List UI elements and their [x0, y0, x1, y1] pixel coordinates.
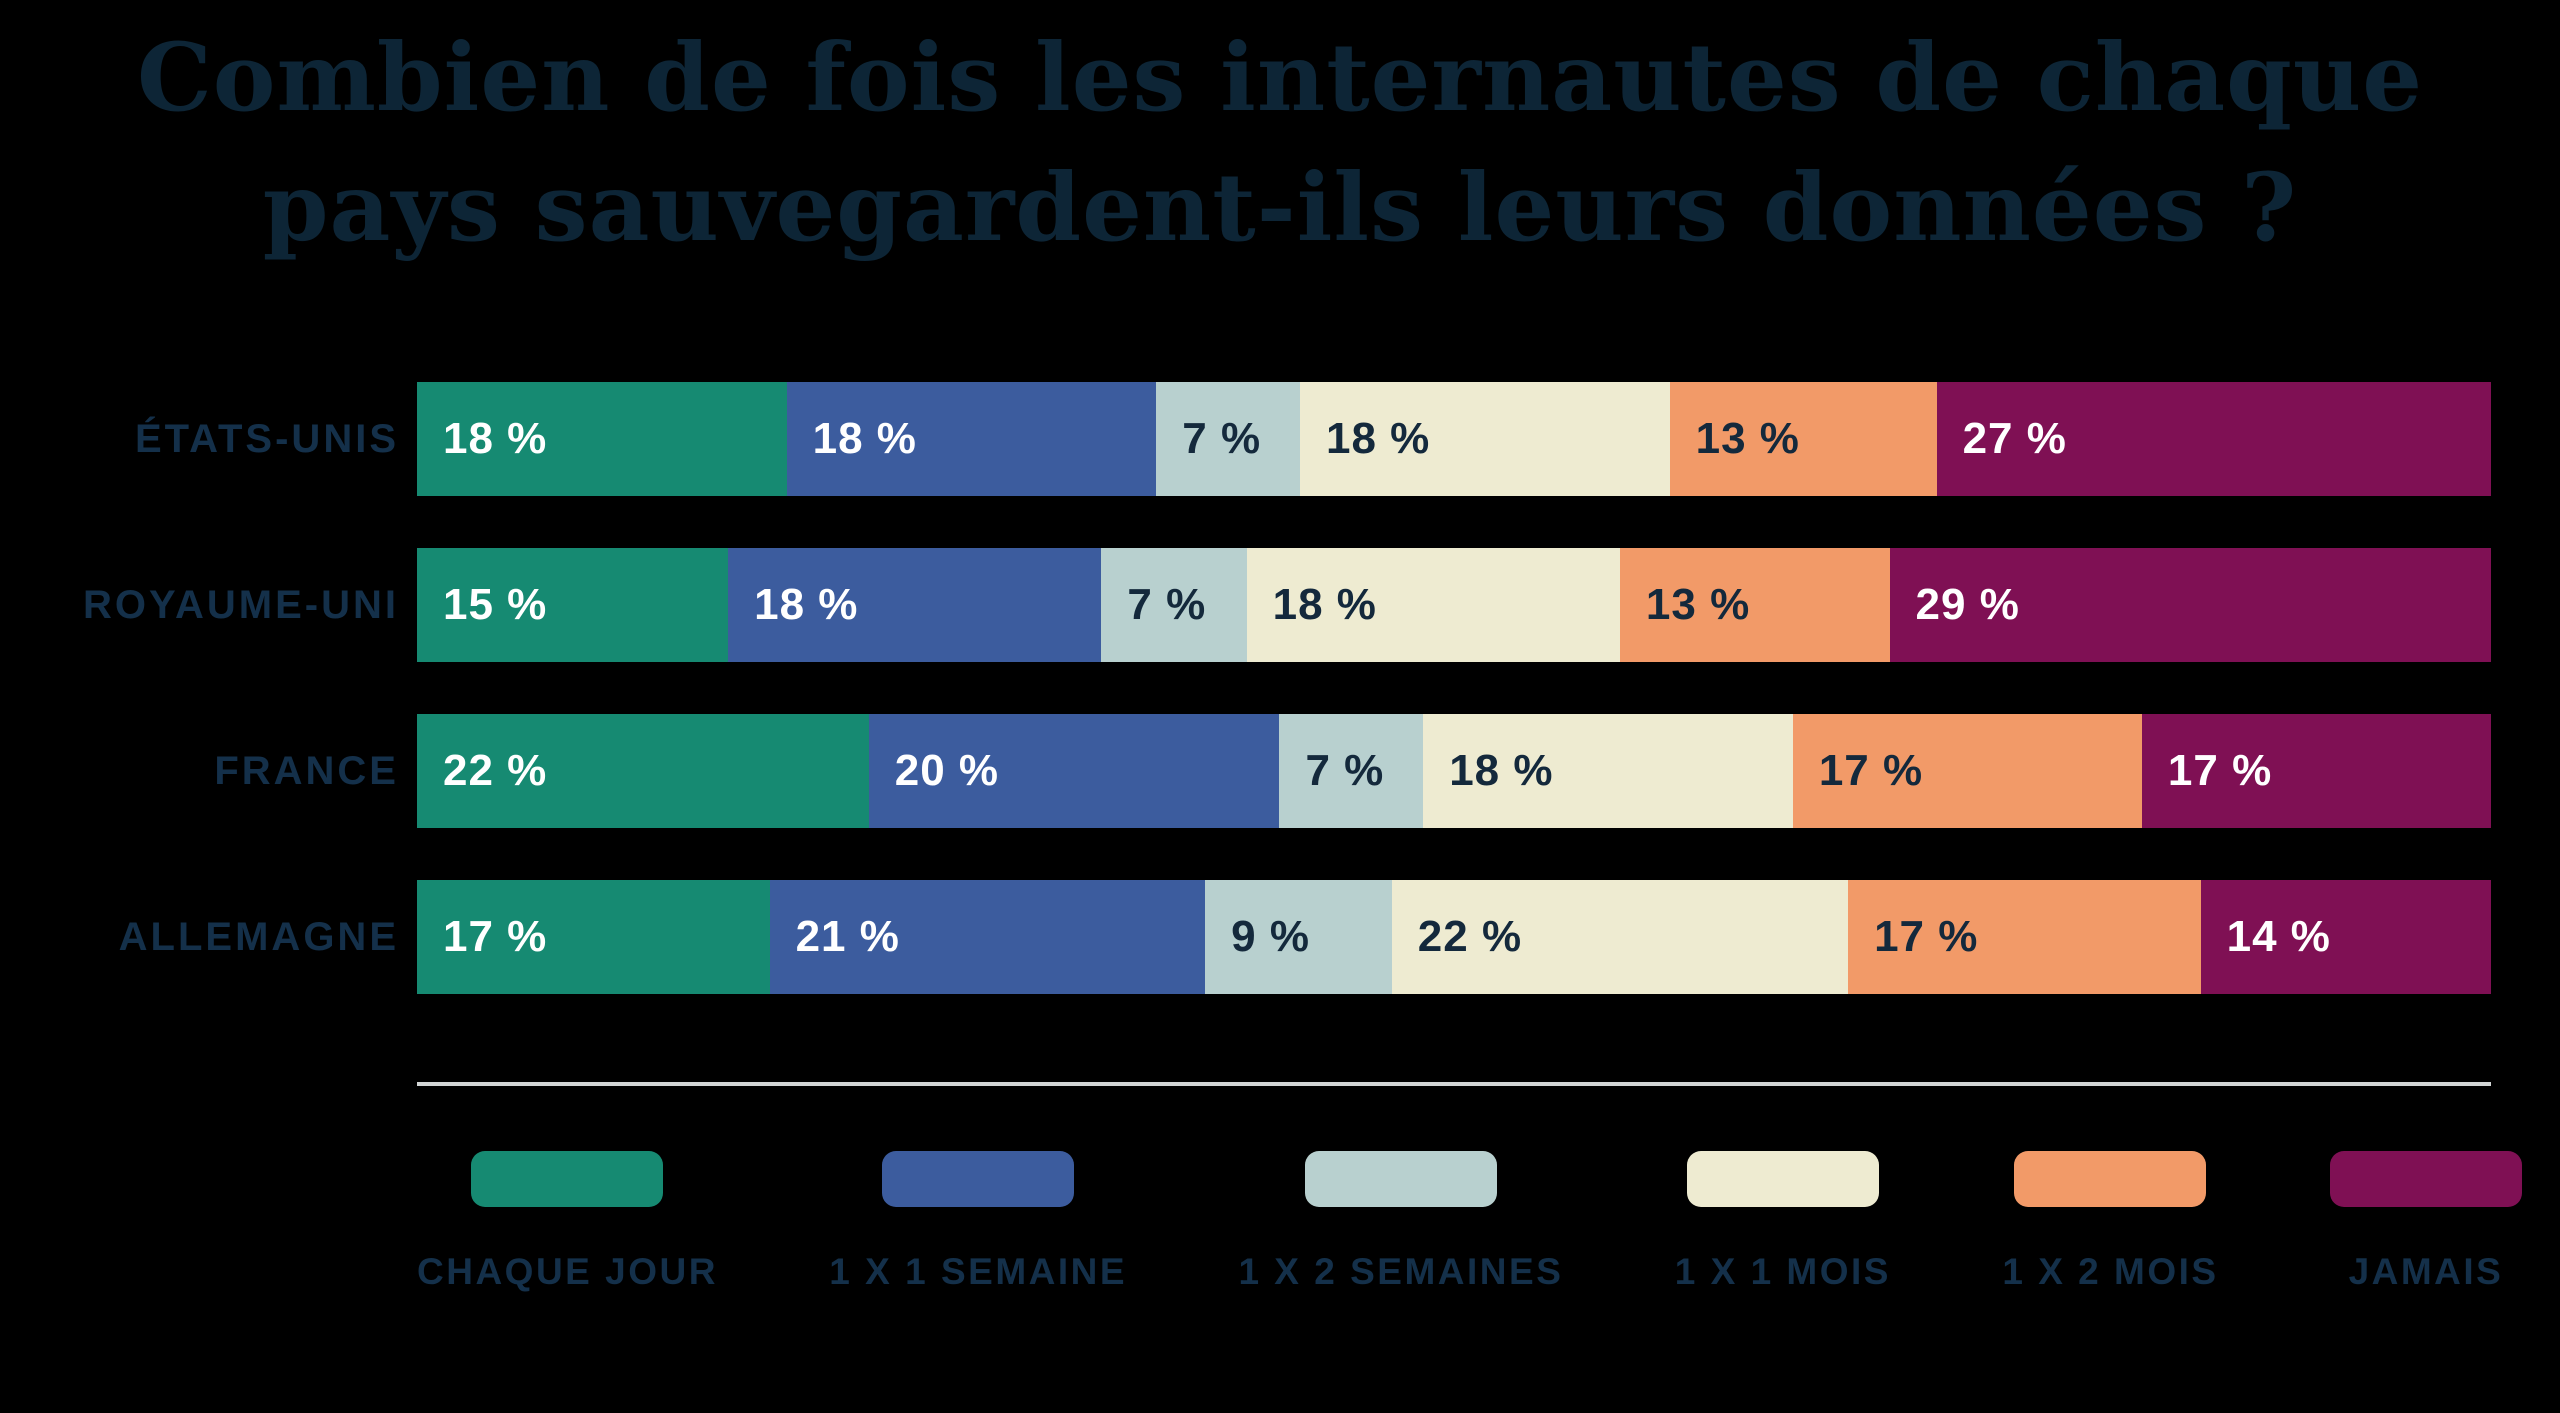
segment-allemagne-chaque-jour: 17 % — [417, 880, 770, 994]
value-label: 18 % — [1272, 580, 1377, 629]
value-label: 22 % — [1417, 912, 1523, 961]
value-label: 21 % — [795, 912, 900, 961]
segment-royaume-uni-chaque-jour: 15 % — [417, 548, 729, 662]
segment-allemagne-1-x-1-mois: 22 % — [1391, 880, 1849, 994]
segment-allemagne-jamais: 14 % — [2200, 880, 2491, 994]
value-label: 9 % — [1231, 912, 1310, 961]
bar-etats-unis: 18 % 18 % 7 % 18 % 13 % 27 % — [417, 382, 2492, 496]
legend-item-chaque-jour: CHAQUE JOUR — [417, 1151, 718, 1293]
segment-france-1-x-2-semaines: 7 % — [1279, 714, 1424, 828]
value-label: 7 % — [1305, 746, 1385, 795]
value-label: 15 % — [443, 580, 548, 629]
legend-swatch-1-x-1-semaine — [882, 1151, 1075, 1207]
segment-france-1-x-1-mois: 18 % — [1423, 714, 1793, 828]
value-label: 18 % — [812, 414, 917, 463]
value-label: 29 % — [1915, 580, 2020, 629]
segment-france-1-x-1-semaine: 20 % — [868, 714, 1280, 828]
row-label-allemagne: ALLEMAGNE — [118, 914, 399, 959]
legend-swatch-1-x-2-mois — [2014, 1151, 2207, 1207]
legend-divider — [417, 1082, 2491, 1086]
legend-label-jamais: JAMAIS — [2348, 1251, 2504, 1292]
bar-allemagne: 17 % 21 % 9 % 22 % 17 % 14 % — [417, 880, 2491, 994]
chart-title: Combien de fois les internautes de chaqu… — [0, 14, 2560, 273]
legend-swatch-jamais — [2329, 1151, 2522, 1207]
legend-label-1-x-2-semaines: 1 X 2 SEMAINES — [1238, 1251, 1564, 1292]
segment-etats-unis-jamais: 27 % — [1936, 382, 2492, 496]
legend-label-chaque-jour: CHAQUE JOUR — [417, 1251, 718, 1292]
legend-swatch-chaque-jour — [471, 1151, 664, 1207]
legend-item-jamais: JAMAIS — [2329, 1151, 2522, 1293]
segment-france-1-x-2-mois: 17 % — [1792, 714, 2142, 828]
segment-allemagne-1-x-2-semaines: 9 % — [1205, 880, 1392, 994]
value-label: 20 % — [894, 746, 1000, 795]
segment-royaume-uni-jamais: 29 % — [1889, 548, 2491, 662]
value-label: 22 % — [443, 746, 548, 795]
value-label: 17 % — [1874, 912, 1979, 961]
row-label-etats-unis: ÉTATS-UNIS — [134, 416, 399, 461]
segment-etats-unis-chaque-jour: 18 % — [417, 382, 787, 496]
value-label: 14 % — [2226, 912, 2331, 961]
segment-royaume-uni-1-x-1-semaine: 18 % — [728, 548, 1102, 662]
value-label: 27 % — [1962, 414, 2067, 463]
legend-item-1-x-1-semaine: 1 X 1 SEMAINE — [829, 1151, 1127, 1293]
segment-royaume-uni-1-x-2-mois: 13 % — [1619, 548, 1890, 662]
stacked-bar-chart: ÉTATS-UNIS 18 % 18 % 7 % 18 % 13 % 27 % ROYAUME… — [0, 382, 2492, 1046]
segment-royaume-uni-1-x-2-semaines: 7 % — [1101, 548, 1247, 662]
row-label-royaume-uni: ROYAUME-UNI — [83, 582, 399, 627]
legend-item-1-x-2-semaines: 1 X 2 SEMAINES — [1238, 1151, 1563, 1293]
value-label: 13 % — [1695, 414, 1800, 463]
row-label-france: FRANCE — [214, 748, 399, 793]
bar-france: 22 % 20 % 7 % 18 % 17 % 17 % — [417, 714, 2492, 828]
legend-swatch-1-x-1-mois — [1686, 1151, 1879, 1207]
chart-row-royaume-uni: ROYAUME-UNI 15 % 18 % 7 % 18 % 13 % 29 % — [0, 548, 2491, 662]
legend-item-1-x-2-mois: 1 X 2 MOIS — [2002, 1151, 2218, 1293]
chart-title-line2: pays sauvegardent-ils leurs données ? — [262, 152, 2298, 263]
chart-row-france: FRANCE 22 % 20 % 7 % 18 % 17 % 17 % — [0, 714, 2492, 828]
segment-etats-unis-1-x-1-mois: 18 % — [1300, 382, 1670, 496]
value-label: 17 % — [1818, 746, 1924, 795]
value-label: 18 % — [1326, 414, 1431, 463]
value-label: 13 % — [1645, 580, 1751, 629]
segment-france-jamais: 17 % — [2141, 714, 2492, 828]
legend-label-1-x-1-mois: 1 X 1 MOIS — [1674, 1251, 1891, 1292]
segment-etats-unis-1-x-1-semaine: 18 % — [786, 382, 1157, 496]
segment-france-chaque-jour: 22 % — [417, 714, 869, 828]
value-label: 18 % — [443, 414, 548, 463]
value-label: 7 % — [1182, 414, 1262, 463]
value-label: 17 % — [2167, 746, 2273, 795]
legend-label-1-x-1-semaine: 1 X 1 SEMAINE — [829, 1251, 1128, 1292]
legend: CHAQUE JOUR 1 X 1 SEMAINE 1 X 2 SEMAINES 1 … — [417, 1151, 2522, 1293]
segment-royaume-uni-1-x-1-mois: 18 % — [1246, 548, 1620, 662]
segment-etats-unis-1-x-2-mois: 13 % — [1669, 382, 1937, 496]
value-label: 18 % — [1449, 746, 1554, 795]
segment-etats-unis-1-x-2-semaines: 7 % — [1156, 382, 1300, 496]
chart-row-etats-unis: ÉTATS-UNIS 18 % 18 % 7 % 18 % 13 % 27 % — [0, 382, 2492, 496]
legend-item-1-x-1-mois: 1 X 1 MOIS — [1675, 1151, 1891, 1293]
segment-allemagne-1-x-2-mois: 17 % — [1848, 880, 2201, 994]
legend-swatch-1-x-2-semaines — [1304, 1151, 1497, 1207]
bar-royaume-uni: 15 % 18 % 7 % 18 % 13 % 29 % — [417, 548, 2491, 662]
chart-row-allemagne: ALLEMAGNE 17 % 21 % 9 % 22 % 17 % 14 % — [0, 880, 2491, 994]
legend-label-1-x-2-mois: 1 X 2 MOIS — [2002, 1251, 2219, 1292]
value-label: 18 % — [754, 580, 859, 629]
segment-allemagne-1-x-1-semaine: 21 % — [769, 880, 1206, 994]
value-label: 17 % — [443, 912, 548, 961]
chart-title-line1: Combien de fois les internautes de chaqu… — [136, 23, 2424, 133]
value-label: 7 % — [1127, 580, 1207, 629]
